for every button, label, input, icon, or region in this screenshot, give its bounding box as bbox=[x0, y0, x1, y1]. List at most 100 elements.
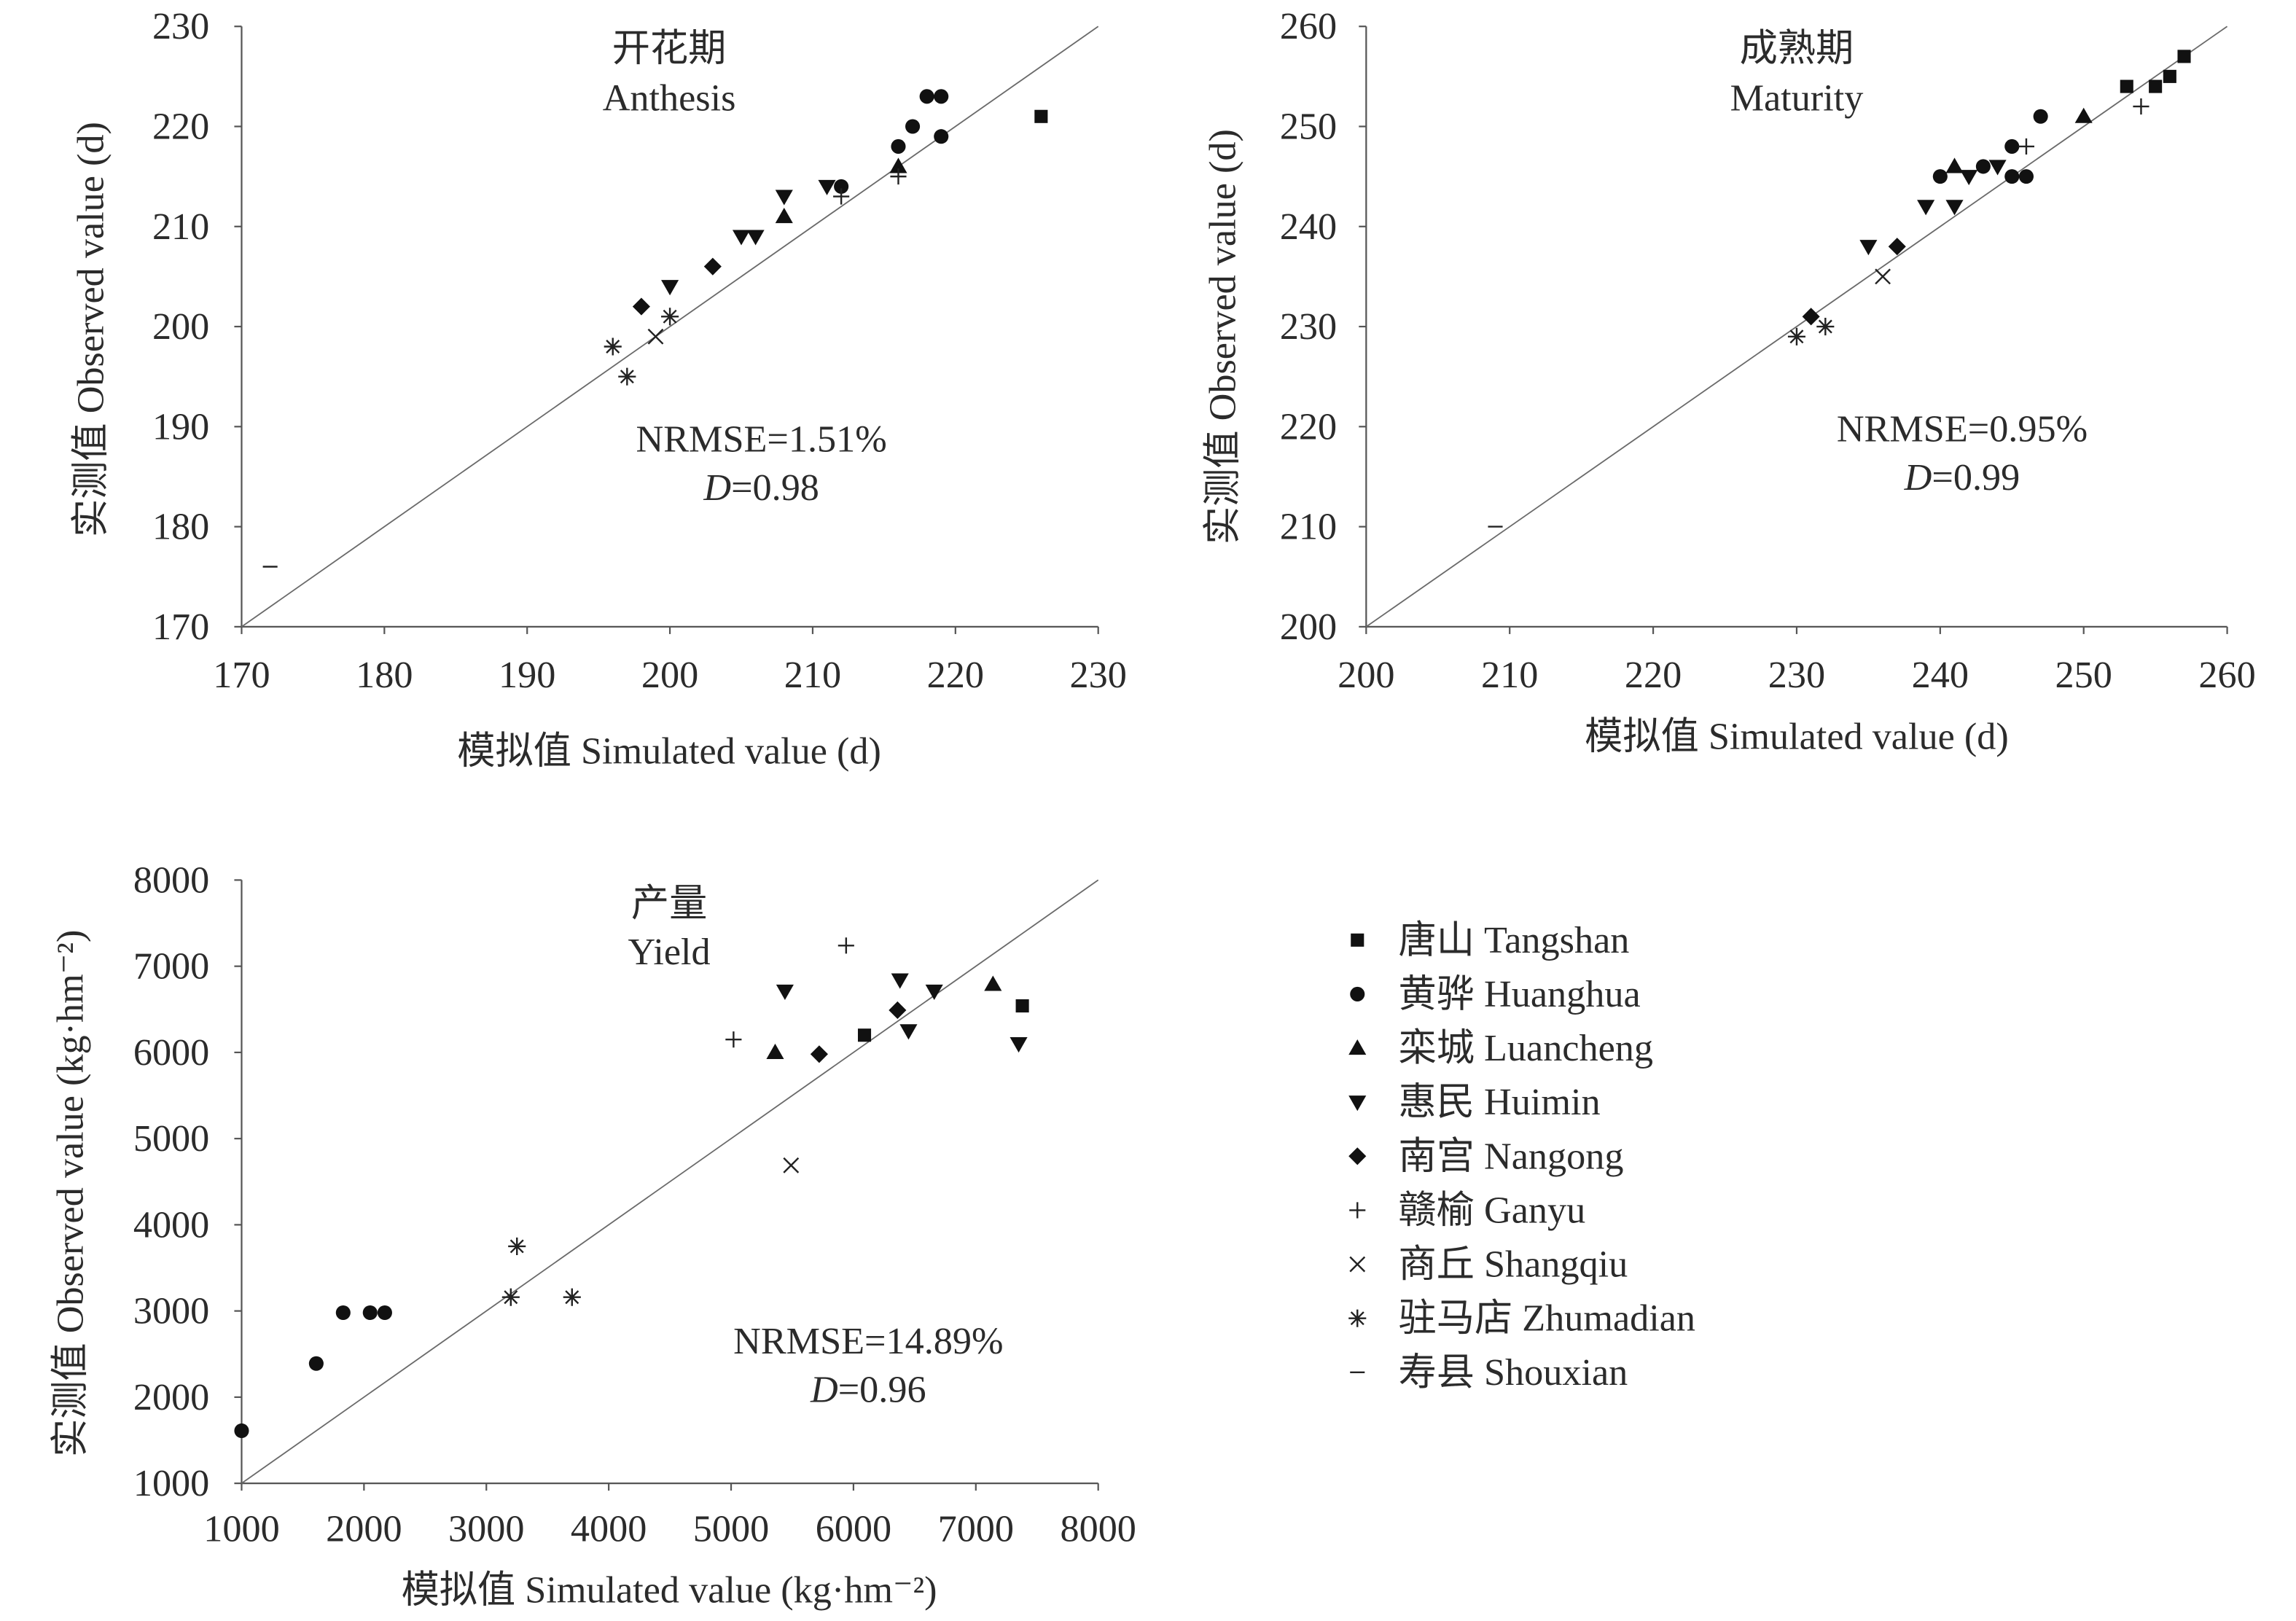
data-point-triangle-up bbox=[766, 1043, 784, 1059]
y-tick-label: 1000 bbox=[133, 1462, 209, 1504]
data-point-circle bbox=[1975, 159, 1991, 174]
y-axis-label: 实测值 Observed value (kg·hm⁻²) bbox=[49, 930, 91, 1457]
series-triangle-up bbox=[1945, 107, 2093, 173]
data-point-triangle-down bbox=[746, 230, 765, 246]
chart-title-cn: 开花期 bbox=[612, 27, 727, 69]
data-point-circle bbox=[362, 1305, 378, 1321]
y-tick-label: 180 bbox=[152, 506, 209, 548]
d-annotation: D=0.98 bbox=[703, 466, 819, 509]
data-point-diamond bbox=[1802, 308, 1820, 326]
data-point-diamond bbox=[632, 297, 650, 316]
legend-item: 惠民 Huimin bbox=[1348, 1081, 1601, 1123]
y-tick-label: 240 bbox=[1280, 206, 1337, 248]
data-point-square bbox=[2163, 69, 2176, 83]
data-point-asterisk bbox=[563, 1288, 581, 1306]
legend-marker-triangle-up bbox=[1348, 1039, 1367, 1055]
data-point-cross bbox=[783, 1157, 800, 1173]
x-axis-label: 模拟值 Simulated value (kg·hm⁻²) bbox=[402, 1569, 937, 1612]
legend-label: 栾城 Luancheng bbox=[1399, 1027, 1653, 1069]
data-point-asterisk bbox=[618, 367, 636, 386]
nrmse-annotation: NRMSE=14.89% bbox=[733, 1320, 1003, 1362]
x-tick-label: 3000 bbox=[448, 1507, 524, 1550]
chart-title-cn: 成熟期 bbox=[1740, 27, 1854, 69]
data-point-plus bbox=[725, 1031, 742, 1048]
x-tick-label: 180 bbox=[356, 654, 413, 696]
identity-line bbox=[241, 879, 1099, 1484]
series-square bbox=[1034, 109, 1048, 123]
y-tick-label: 210 bbox=[1280, 506, 1337, 548]
chart-title-en: Yield bbox=[628, 931, 711, 973]
chart-title-en: Maturity bbox=[1730, 77, 1864, 120]
series-triangle-down bbox=[661, 179, 836, 296]
plot-area: 200 210 220 230 240 250 260 200 210 220 230 240 250 2… bbox=[1280, 5, 2256, 696]
y-tick-label: 3000 bbox=[133, 1290, 209, 1332]
chart-title-en: Anthesis bbox=[603, 77, 736, 120]
data-point-triangle-down bbox=[899, 1024, 918, 1040]
data-point-triangle-down bbox=[1859, 240, 1878, 256]
data-point-circle bbox=[234, 1423, 249, 1439]
data-point-triangle-down bbox=[661, 280, 679, 296]
y-tick-label: 230 bbox=[1280, 305, 1337, 348]
y-tick-label: 230 bbox=[152, 5, 209, 47]
series-triangle-down bbox=[776, 973, 1028, 1053]
legend-item: 赣榆 Ganyu bbox=[1349, 1189, 1585, 1231]
y-tick-label: 210 bbox=[152, 206, 209, 248]
data-point-circle bbox=[905, 119, 921, 134]
data-point-circle bbox=[308, 1356, 324, 1371]
x-tick-label: 220 bbox=[927, 654, 984, 696]
y-tick-label: 6000 bbox=[133, 1031, 209, 1074]
legend-marker-triangle-down bbox=[1348, 1095, 1367, 1112]
x-tick-label: 200 bbox=[1338, 654, 1394, 696]
nrmse-annotation: NRMSE=0.95% bbox=[1837, 408, 2088, 450]
y-tick-label: 8000 bbox=[133, 859, 209, 901]
series-diamond bbox=[1802, 238, 1906, 326]
legend-item: 寿县 Shouxian bbox=[1350, 1351, 1628, 1394]
data-point-asterisk bbox=[661, 308, 679, 326]
yield-chart: 1000 2000 3000 4000 5000 6000 7000 8000 1000 2000… bbox=[49, 859, 1136, 1611]
y-tick-label: 190 bbox=[152, 405, 209, 448]
data-point-triangle-down bbox=[775, 190, 793, 206]
d-annotation: D=0.96 bbox=[810, 1369, 926, 1411]
d-value: =0.98 bbox=[731, 466, 819, 509]
data-point-triangle-down bbox=[1960, 170, 1978, 186]
y-tick-label: 7000 bbox=[133, 945, 209, 988]
data-point-square bbox=[2149, 79, 2163, 93]
series-cross bbox=[1875, 268, 1891, 285]
d-annotation: D=0.99 bbox=[1904, 456, 2020, 499]
series-circle bbox=[234, 1305, 392, 1439]
data-point-square bbox=[1034, 109, 1048, 123]
data-point-cross bbox=[1875, 268, 1891, 285]
legend: 唐山 Tangshan 黄骅 Huanghua 栾城 Luancheng 惠民 Hui… bbox=[1348, 919, 1695, 1394]
data-point-triangle-down bbox=[1988, 160, 2007, 176]
series-triangle-up bbox=[775, 157, 907, 224]
series-diamond bbox=[632, 257, 722, 316]
data-point-circle bbox=[2004, 138, 2020, 154]
series-asterisk bbox=[604, 308, 679, 386]
series-cross bbox=[783, 1157, 800, 1173]
x-tick-label: 200 bbox=[641, 654, 698, 696]
d-value: =0.96 bbox=[838, 1369, 926, 1411]
series-asterisk bbox=[1787, 317, 1835, 345]
y-tick-label: 220 bbox=[152, 105, 209, 147]
x-tick-label: 4000 bbox=[571, 1507, 647, 1550]
legend-item: 商丘 Shangqiu bbox=[1349, 1243, 1628, 1286]
data-point-asterisk bbox=[604, 337, 622, 356]
d-symbol: D bbox=[703, 466, 731, 509]
series-circle bbox=[834, 89, 949, 194]
legend-label: 驻马店 Zhumadian bbox=[1399, 1297, 1696, 1340]
data-point-circle bbox=[891, 138, 906, 154]
x-tick-label: 6000 bbox=[816, 1507, 891, 1550]
data-point-asterisk bbox=[501, 1288, 520, 1306]
legend-marker-circle bbox=[1350, 986, 1365, 1001]
data-point-triangle-down bbox=[925, 984, 943, 1001]
data-point-triangle-down bbox=[818, 179, 836, 195]
data-point-asterisk bbox=[508, 1237, 526, 1255]
data-point-triangle-down bbox=[1010, 1037, 1028, 1053]
series-triangle-up bbox=[766, 975, 1002, 1059]
legend-item: 南宫 Nangong bbox=[1348, 1135, 1623, 1177]
y-tick-label: 170 bbox=[152, 606, 209, 648]
plot-area: 1000 2000 3000 4000 5000 6000 7000 8000 1000 2000… bbox=[133, 859, 1136, 1550]
y-tick-label: 5000 bbox=[133, 1117, 209, 1160]
x-tick-label: 210 bbox=[784, 654, 841, 696]
